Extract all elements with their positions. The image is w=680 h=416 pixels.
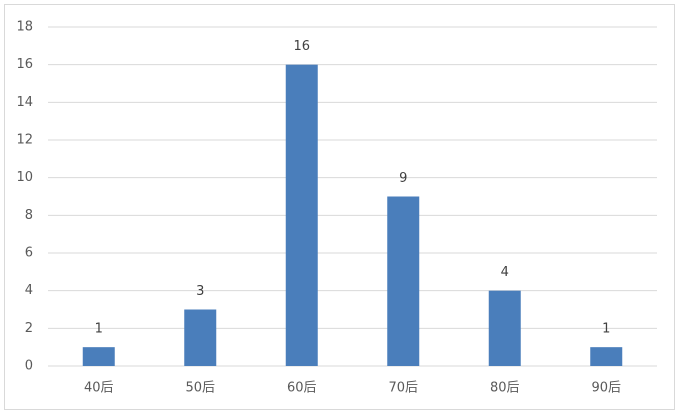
y-tick-label: 12 (16, 133, 33, 148)
x-tick-label: 80后 (490, 381, 520, 396)
data-label: 1 (602, 322, 610, 337)
data-label: 4 (501, 265, 509, 280)
y-tick-label: 8 (25, 208, 33, 223)
y-tick-label: 10 (16, 170, 33, 185)
data-label: 1 (95, 322, 103, 337)
data-label: 3 (196, 284, 204, 299)
chart-border (4, 4, 675, 410)
bar (387, 196, 420, 366)
x-tick-label: 70后 (388, 381, 418, 396)
bar (285, 64, 318, 367)
y-tick-label: 2 (25, 321, 33, 336)
data-label: 16 (293, 39, 310, 54)
bar (590, 347, 623, 366)
bar (184, 309, 217, 366)
bar (82, 347, 115, 366)
y-tick-label: 16 (16, 57, 33, 72)
x-tick-label: 40后 (84, 381, 114, 396)
y-tick-label: 6 (25, 246, 33, 261)
x-tick-label: 90后 (591, 381, 621, 396)
data-label: 9 (399, 171, 407, 186)
x-tick-label: 50后 (185, 381, 215, 396)
y-tick-label: 4 (25, 283, 33, 298)
y-tick-label: 18 (16, 20, 33, 35)
bar (488, 290, 521, 366)
y-tick-label: 14 (16, 95, 33, 110)
y-tick-label: 0 (25, 359, 33, 374)
x-tick-label: 60后 (287, 381, 317, 396)
